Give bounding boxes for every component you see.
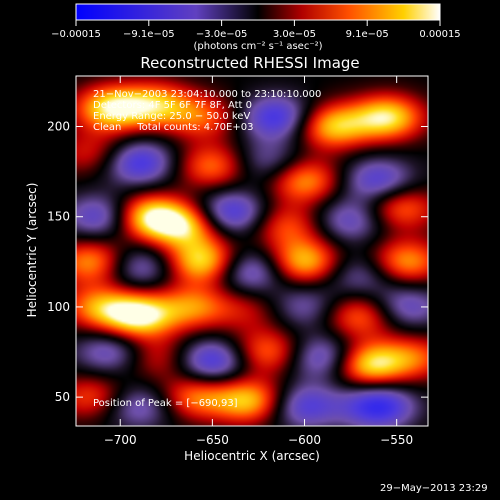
y-tick-label: 50 <box>55 390 70 404</box>
colorbar-tick-label: −3.0e−05 <box>196 29 248 40</box>
info-line-4: Clean Total counts: 4.70E+03 <box>93 122 254 133</box>
heatmap-image <box>76 76 428 426</box>
x-axis-label: Heliocentric X (arcsec) <box>184 449 320 463</box>
colorbar-tick-label: 3.0e−05 <box>273 29 316 40</box>
x-tick-label: −650 <box>196 433 229 447</box>
x-tick-label: −700 <box>104 433 137 447</box>
colorbar-tick-label: −0.00015 <box>51 29 101 40</box>
colorbar-tick-label: 0.00015 <box>419 29 460 40</box>
chart-title: Reconstructed RHESSI Image <box>140 54 359 72</box>
x-tick-label: −550 <box>380 433 413 447</box>
colorbar-unit-label: (photons cm⁻² s⁻¹ asec⁻²) <box>193 41 322 52</box>
x-tick-label: −600 <box>288 433 321 447</box>
colorbar <box>75 3 441 21</box>
info-line-2: Detectors: 4F 5F 6F 7F 8F, Att 0 <box>93 100 253 111</box>
info-line-1: 21−Nov−2003 23:04:10.000 to 23:10:10.000 <box>93 89 322 100</box>
colorbar-tick-label: −9.1e−05 <box>123 29 175 40</box>
y-tick-label: 200 <box>47 120 70 134</box>
y-tick-label: 150 <box>47 210 70 224</box>
peak-position: Position of Peak = [−690,93] <box>93 398 238 409</box>
colorbar-tick-label: 9.1e−05 <box>346 29 389 40</box>
y-axis-label: Heliocentric Y (arcsec) <box>25 183 39 318</box>
footer-date: 29−May−2013 23:29 <box>380 483 488 494</box>
axis-ticks: −700 −650 −600 −550 50 100 150 200 <box>47 76 428 447</box>
colorbar-ticks: −0.00015 −9.1e−05 −3.0e−05 3.0e−05 9.1e−05 0.… <box>51 20 461 40</box>
y-tick-label: 100 <box>47 300 70 314</box>
plot-frame <box>75 75 429 427</box>
info-line-3: Energy Range: 25.0 − 50.0 keV <box>93 111 251 122</box>
